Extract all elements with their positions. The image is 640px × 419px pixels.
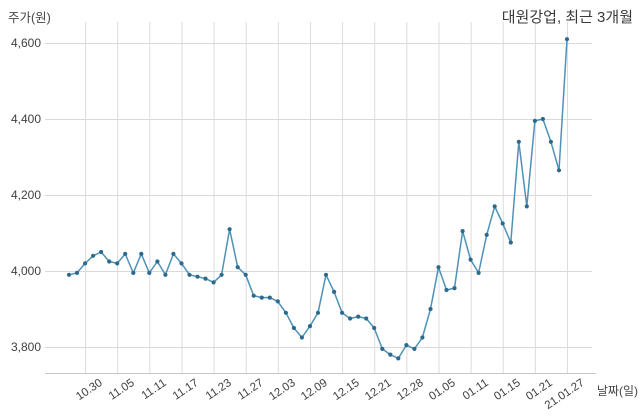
- data-point-marker: [564, 37, 570, 42]
- y-tick-label: 4,200: [10, 188, 41, 202]
- data-point-marker: [396, 356, 401, 361]
- data-point-marker: [227, 227, 232, 232]
- data-point-marker: [91, 253, 96, 258]
- data-point-marker: [66, 272, 72, 277]
- data-point-marker: [348, 316, 353, 321]
- data-point-marker: [179, 261, 184, 266]
- data-point-marker: [364, 316, 369, 321]
- data-point-marker: [139, 251, 144, 256]
- data-point-marker: [420, 335, 425, 340]
- data-point-marker: [219, 272, 224, 277]
- data-point-marker: [452, 286, 457, 291]
- data-point-marker: [211, 280, 216, 285]
- data-point-marker: [155, 259, 160, 264]
- data-point-marker: [299, 335, 304, 340]
- data-point-marker: [291, 325, 296, 331]
- data-point-marker: [74, 270, 80, 275]
- chart-title: 대원강업, 최근 3개월: [501, 9, 633, 26]
- data-point-marker: [476, 270, 481, 275]
- data-point-marker: [307, 324, 313, 329]
- data-point-marker: [187, 272, 192, 277]
- data-point-marker: [267, 295, 272, 300]
- data-point-marker: [428, 306, 433, 312]
- data-point-marker: [540, 116, 546, 122]
- data-point-marker: [484, 232, 489, 237]
- data-point-marker: [380, 346, 385, 351]
- data-point-marker: [195, 274, 200, 279]
- data-point-marker: [516, 139, 521, 144]
- data-point-marker: [460, 229, 465, 234]
- data-point-marker: [500, 221, 505, 226]
- y-tick-label: 3,800: [10, 340, 41, 354]
- data-point-marker: [115, 261, 120, 266]
- data-point-marker: [243, 272, 248, 277]
- data-point-marker: [436, 265, 441, 270]
- data-point-marker: [508, 240, 513, 245]
- data-point-marker: [323, 272, 329, 277]
- y-axis-title: 주가(원): [8, 11, 51, 25]
- data-point-marker: [492, 204, 497, 209]
- data-point-marker: [444, 287, 449, 293]
- data-point-marker: [203, 276, 208, 281]
- data-point-marker: [556, 168, 562, 173]
- data-point-marker: [163, 272, 168, 277]
- data-point-marker: [131, 270, 136, 275]
- data-point-marker: [412, 346, 417, 351]
- data-point-marker: [147, 270, 152, 275]
- price-line: [68, 39, 568, 360]
- data-point-marker: [259, 295, 264, 300]
- data-point-marker: [171, 251, 176, 256]
- data-point-marker: [524, 204, 529, 209]
- data-point-marker: [532, 118, 538, 123]
- data-point-marker: [99, 249, 104, 255]
- y-tick-label: 4,400: [10, 112, 41, 126]
- data-point-marker: [388, 352, 393, 357]
- data-point-marker: [275, 299, 280, 304]
- y-tick-label: 4,600: [10, 36, 41, 50]
- x-axis-title: 날짜(일): [596, 384, 638, 398]
- data-point-marker: [468, 257, 473, 262]
- data-point-marker: [315, 310, 321, 315]
- data-point-marker: [235, 265, 240, 270]
- data-point-marker: [107, 259, 112, 264]
- data-point-marker: [123, 251, 128, 256]
- data-point-marker: [283, 310, 288, 315]
- data-point-marker: [332, 289, 337, 294]
- data-point-marker: [356, 314, 361, 319]
- data-point-marker: [404, 343, 409, 348]
- data-point-marker: [83, 261, 88, 266]
- data-point-marker: [340, 310, 345, 315]
- data-point-marker: [372, 325, 377, 331]
- data-point-marker: [251, 293, 256, 298]
- data-point-marker: [548, 139, 554, 144]
- y-tick-label: 4,000: [10, 264, 41, 278]
